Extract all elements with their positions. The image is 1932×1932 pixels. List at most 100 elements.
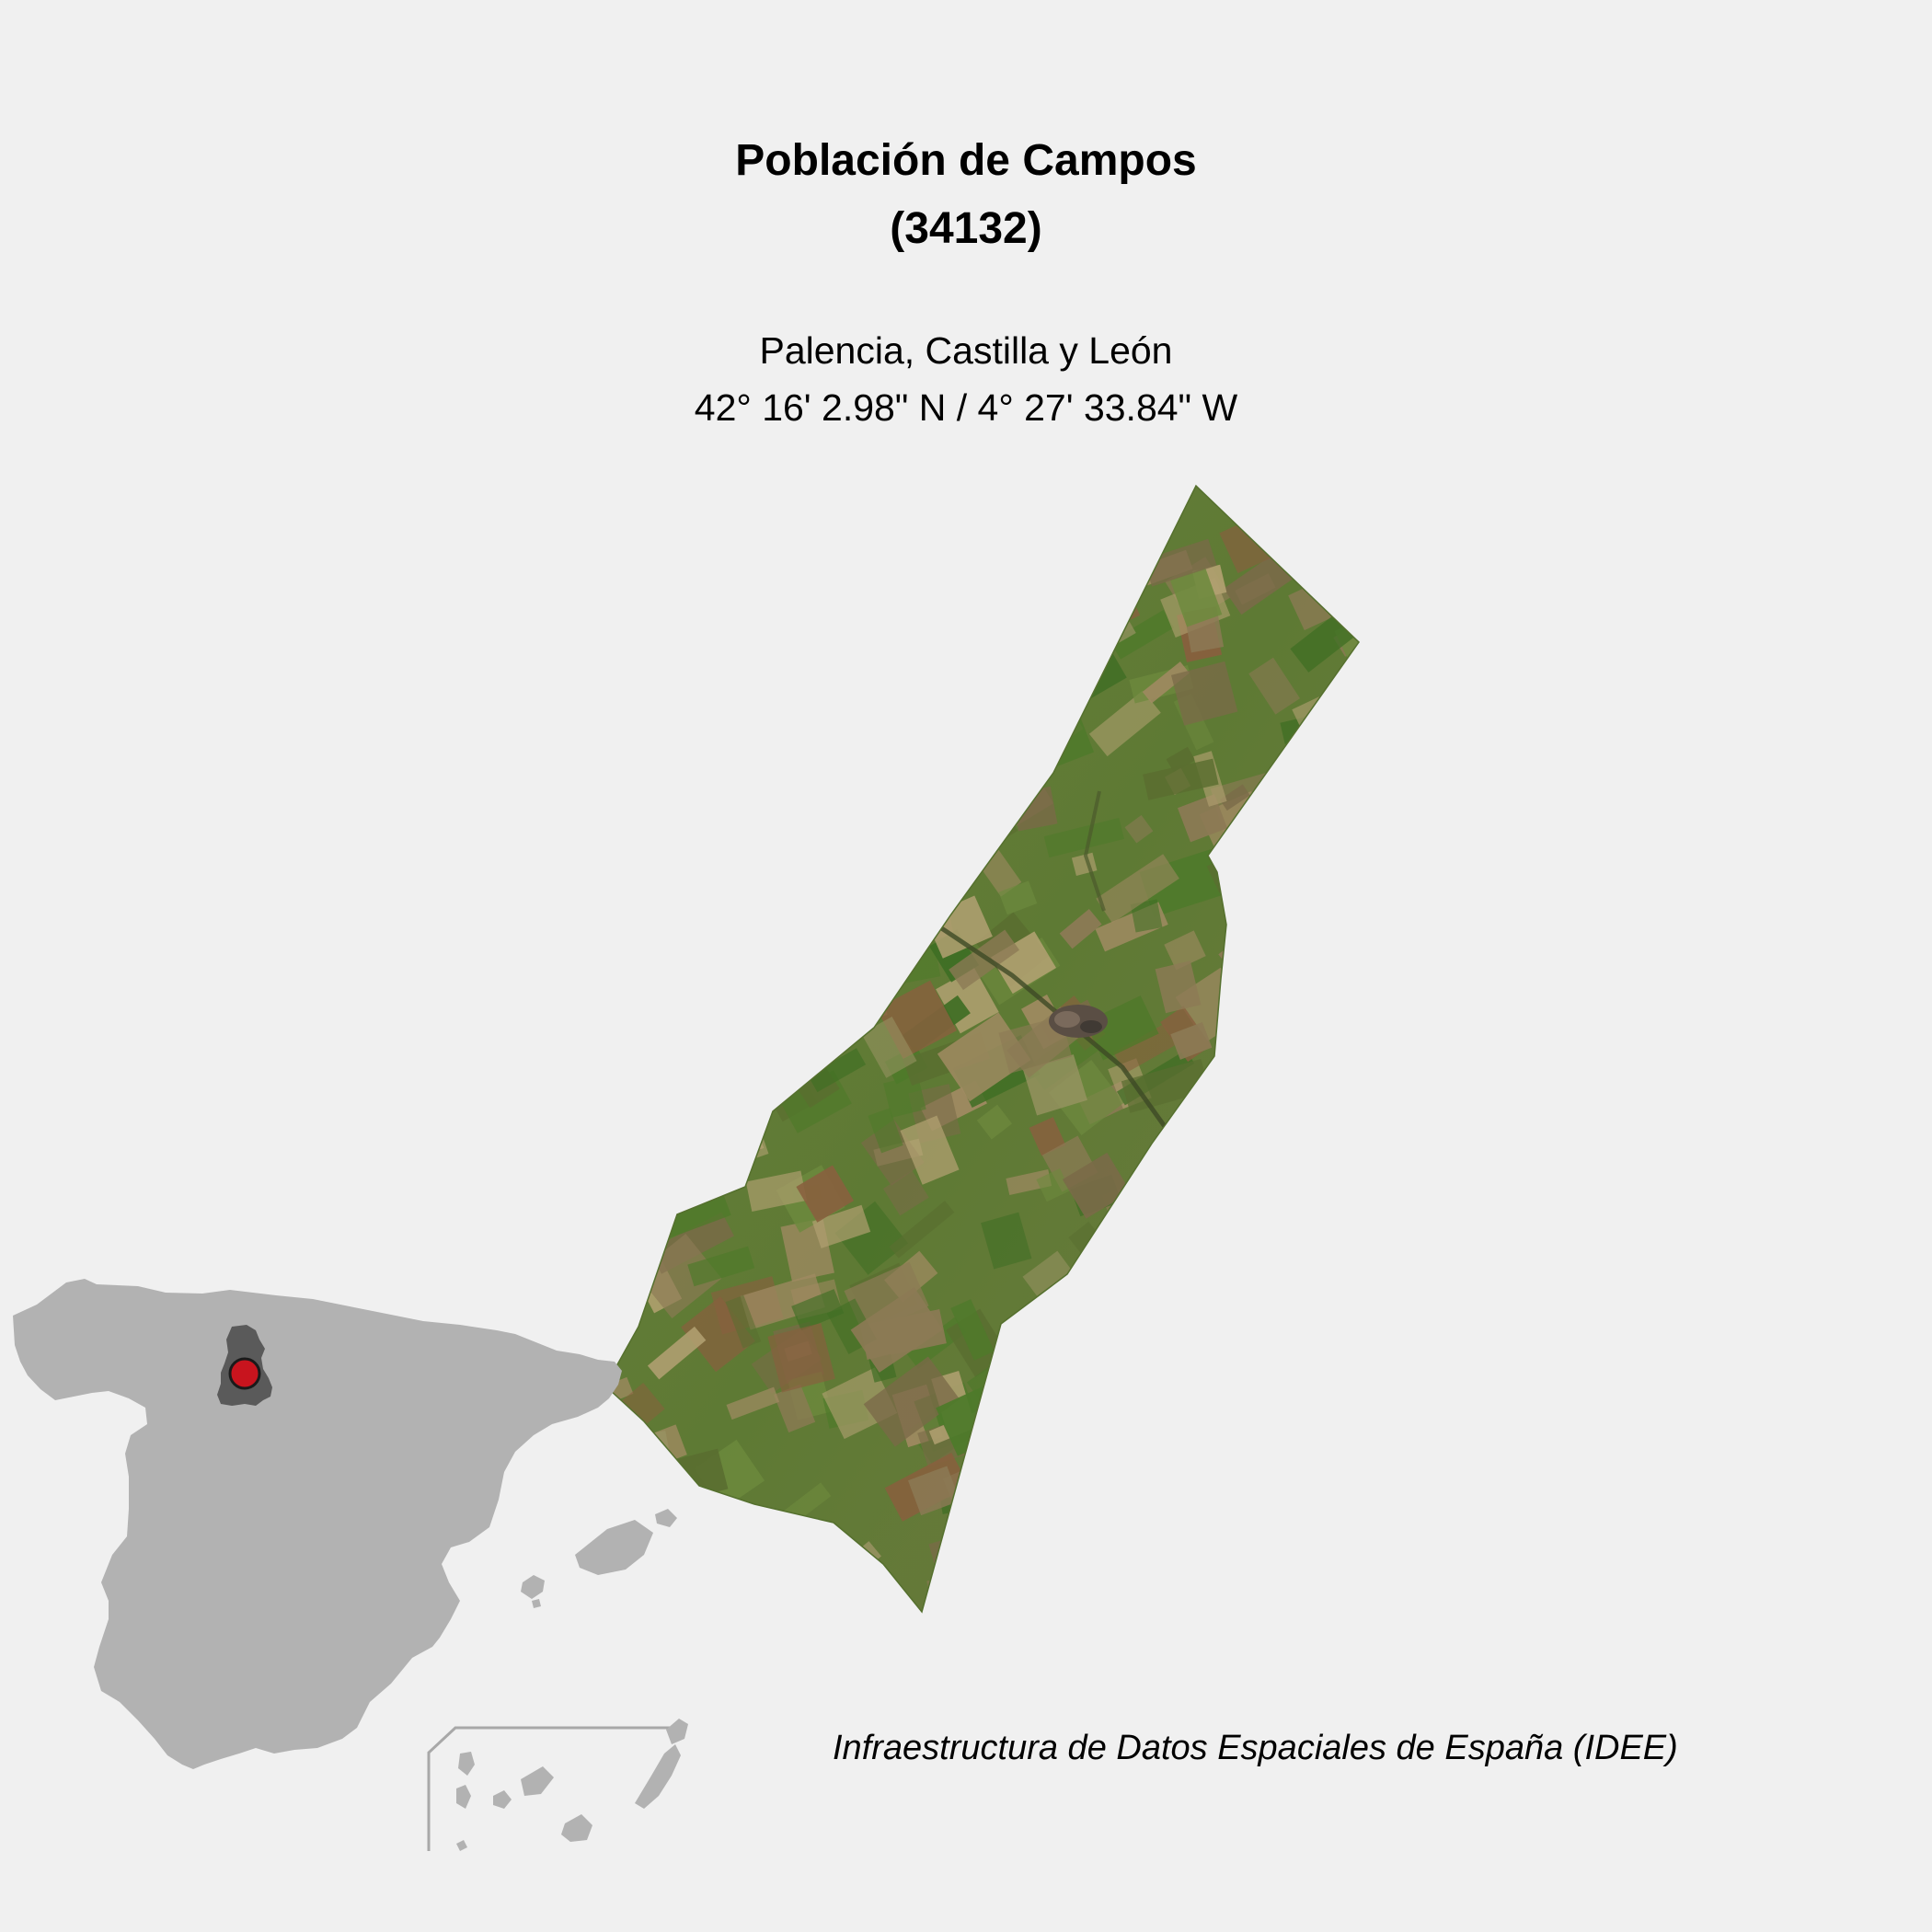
- field-patch: [1239, 1099, 1298, 1167]
- field-patch: [1213, 1227, 1290, 1273]
- field-patch: [950, 1299, 995, 1361]
- field-patch: [1300, 958, 1359, 1014]
- field-patch: [995, 676, 1083, 736]
- field-patch: [791, 1289, 845, 1331]
- field-patch: [1232, 1202, 1320, 1282]
- region-label: Palencia, Castilla y León: [759, 329, 1173, 372]
- field-patch: [779, 506, 818, 548]
- field-patch: [1312, 1052, 1359, 1135]
- field-patch: [1046, 1580, 1107, 1612]
- field-patch: [1042, 1342, 1125, 1412]
- field-patch: [1167, 1293, 1227, 1318]
- field-patch: [1037, 1425, 1087, 1458]
- field-patch: [698, 645, 733, 684]
- field-patch: [1310, 430, 1367, 477]
- field-patch: [1248, 657, 1301, 715]
- municipality-satellite: [608, 430, 1438, 1614]
- field-patch: [938, 646, 1004, 710]
- field-patch: [707, 663, 742, 696]
- field-patch: [1276, 1457, 1317, 1487]
- field-patch: [1269, 1310, 1340, 1374]
- field-patch: [628, 486, 686, 507]
- field-patch: [1245, 1213, 1304, 1250]
- field-patch: [660, 1053, 696, 1084]
- field-patch: [893, 777, 975, 839]
- field-patch: [807, 955, 864, 1009]
- iberian-peninsula-shape: [13, 1279, 622, 1769]
- field-patch: [663, 1144, 712, 1190]
- field-patch: [1327, 1267, 1359, 1332]
- field-patch: [1202, 1535, 1241, 1591]
- field-patch: [936, 592, 999, 647]
- field-patch: [1142, 661, 1190, 704]
- field-patch: [732, 1551, 813, 1603]
- field-patch: [1354, 741, 1359, 776]
- field-patch: [1192, 1384, 1259, 1415]
- field-patch: [1363, 1533, 1399, 1583]
- field-patch: [977, 562, 1008, 603]
- field-patch: [1212, 1534, 1274, 1570]
- field-patch: [609, 654, 667, 725]
- field-patch: [1290, 1549, 1359, 1612]
- field-patch: [638, 1448, 729, 1510]
- field-patch: [1233, 1160, 1288, 1198]
- field-patch: [1246, 1160, 1279, 1206]
- field-patch: [1316, 1573, 1359, 1612]
- field-patch: [1062, 1152, 1131, 1219]
- field-patch: [987, 1574, 1025, 1611]
- field-patch: [647, 1326, 707, 1380]
- field-patch: [667, 555, 713, 596]
- field-patch: [609, 960, 660, 1016]
- field-patch: [824, 754, 909, 838]
- field-patch: [1307, 730, 1359, 796]
- field-patch: [1276, 1478, 1325, 1508]
- field-patch: [1170, 1294, 1209, 1329]
- field-patch: [745, 1170, 807, 1212]
- field-patch: [1295, 778, 1359, 836]
- field-patch: [1164, 930, 1206, 971]
- field-patch: [657, 927, 692, 969]
- field-patch: [1214, 1289, 1258, 1332]
- field-patch: [609, 1571, 660, 1604]
- field-patch: [649, 570, 683, 602]
- field-patch: [1214, 1173, 1248, 1213]
- field-patch: [1363, 628, 1438, 690]
- data-source-credit: Infraestructura de Datos Espaciales de E…: [833, 1729, 1678, 1767]
- field-patch: [1023, 1054, 1087, 1116]
- field-patch: [1067, 1285, 1135, 1328]
- field-patch: [1155, 960, 1202, 1014]
- field-patch: [1367, 1555, 1402, 1586]
- location-marker: [228, 1357, 261, 1390]
- field-patch: [1143, 758, 1219, 800]
- field-patch: [722, 498, 749, 518]
- field-patch: [1332, 722, 1359, 807]
- field-patch: [998, 1016, 1073, 1074]
- field-patch: [673, 1018, 725, 1064]
- field-patch: [1361, 1574, 1392, 1600]
- field-patch: [1336, 1586, 1359, 1612]
- field-patch: [670, 1512, 760, 1591]
- field-patch: [1036, 1168, 1071, 1202]
- field-patch: [1322, 490, 1359, 542]
- field-patch: [609, 1430, 674, 1484]
- field-patch: [1328, 1430, 1359, 1507]
- field-patch: [1088, 690, 1161, 757]
- field-patch: [922, 576, 1009, 643]
- field-patch: [900, 1115, 960, 1185]
- field-patch: [957, 612, 1015, 659]
- field-patch: [1352, 486, 1359, 503]
- field-patch: [1252, 1428, 1321, 1498]
- field-patch: [758, 883, 837, 960]
- field-patch: [1054, 517, 1097, 558]
- village-settlement: [1049, 1005, 1108, 1038]
- municipality-name: Población de Campos: [735, 136, 1197, 185]
- field-patch: [785, 1016, 814, 1044]
- field-patch: [848, 822, 934, 879]
- field-patch: [650, 914, 736, 972]
- field-patch: [972, 728, 1030, 784]
- field-patch: [799, 486, 843, 509]
- field-patch: [840, 945, 899, 987]
- field-patch: [868, 1108, 903, 1154]
- field-patch: [771, 783, 843, 827]
